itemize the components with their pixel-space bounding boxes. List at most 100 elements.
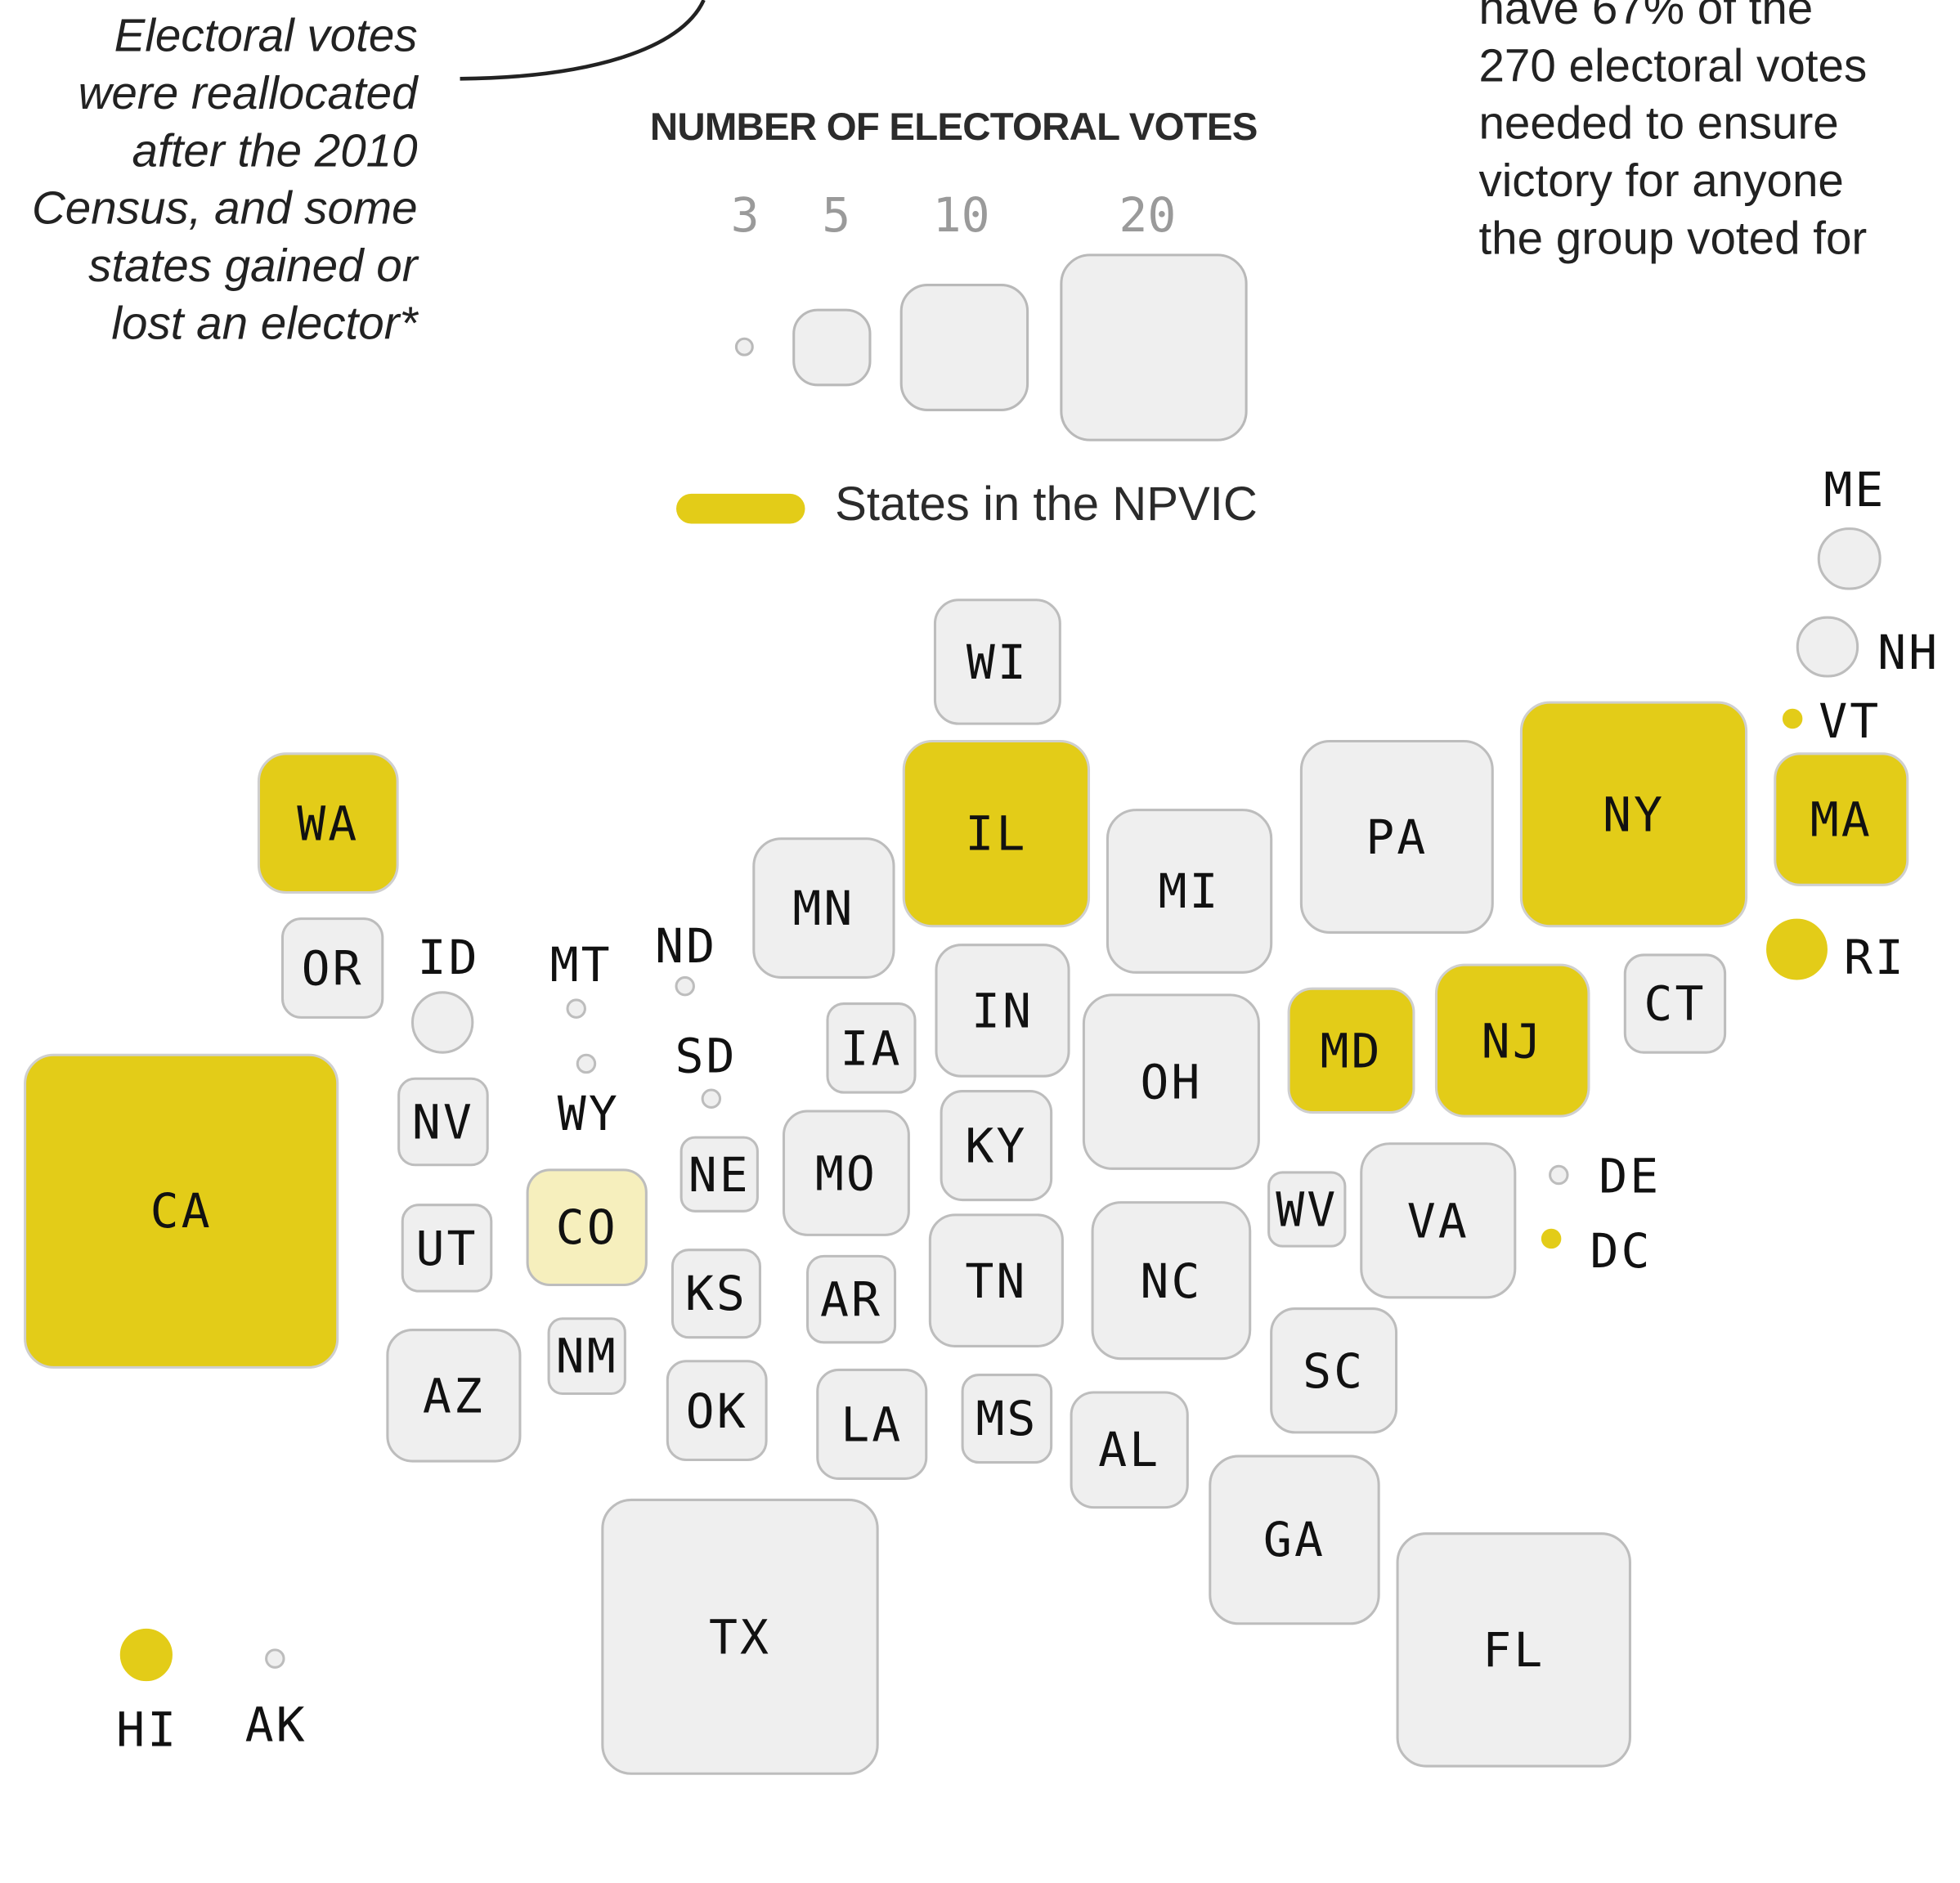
state-ga[interactable]: GA xyxy=(1209,1455,1380,1625)
state-id[interactable] xyxy=(410,991,474,1054)
left-note-line: Electoral votes xyxy=(114,10,418,61)
state-ny[interactable]: NY xyxy=(1519,701,1748,928)
state-ks[interactable]: KS xyxy=(671,1249,761,1339)
state-fl[interactable]: FL xyxy=(1396,1532,1631,1768)
state-dc[interactable] xyxy=(1541,1228,1562,1249)
left-note-line: lost an elector* xyxy=(111,297,418,349)
right-annotation: have 67% of the 270 electoral votes need… xyxy=(1478,0,1960,267)
state-label: SD xyxy=(675,1029,738,1084)
state-label: OH xyxy=(1140,1054,1203,1110)
state-co[interactable]: CO xyxy=(526,1168,648,1287)
state-ms[interactable]: MS xyxy=(961,1374,1053,1464)
state-ma[interactable]: MA xyxy=(1774,752,1909,886)
state-oh[interactable]: OH xyxy=(1082,993,1260,1170)
state-ri[interactable] xyxy=(1766,918,1828,980)
state-nd[interactable] xyxy=(675,975,695,997)
state-wa[interactable]: WA xyxy=(257,752,399,894)
state-label: WI xyxy=(966,634,1029,690)
state-hi[interactable] xyxy=(119,1628,173,1682)
state-ut[interactable]: UT xyxy=(401,1204,493,1293)
state-label: NJ xyxy=(1481,1013,1544,1069)
state-label: NC xyxy=(1140,1253,1203,1308)
state-label: CO xyxy=(555,1199,618,1255)
state-label: HI xyxy=(116,1702,179,1758)
size-legend-label: 3 xyxy=(730,187,760,243)
size-legend-label: 20 xyxy=(1119,187,1177,243)
state-nj[interactable]: NJ xyxy=(1434,963,1590,1118)
state-label: SC xyxy=(1303,1343,1366,1398)
state-label: VT xyxy=(1819,693,1882,749)
right-note-line: have 67% of the xyxy=(1478,0,1814,34)
state-label: TN xyxy=(965,1253,1028,1308)
state-label: DC xyxy=(1590,1223,1653,1279)
state-label: PA xyxy=(1366,809,1429,865)
left-note-line: Census, and some xyxy=(31,182,418,234)
state-vt[interactable] xyxy=(1782,708,1803,729)
size-legend-mark-10 xyxy=(899,284,1029,411)
state-label: WA xyxy=(297,796,360,851)
state-label: AK xyxy=(244,1697,307,1753)
state-tn[interactable]: TN xyxy=(928,1213,1064,1347)
state-md[interactable]: MD xyxy=(1287,987,1415,1114)
state-wy[interactable] xyxy=(576,1053,597,1074)
state-label: TX xyxy=(708,1609,772,1665)
state-me[interactable] xyxy=(1817,527,1882,590)
state-mo[interactable]: MO xyxy=(782,1110,910,1236)
state-label: AR xyxy=(819,1271,883,1327)
state-nc[interactable]: NC xyxy=(1091,1201,1252,1361)
state-al[interactable]: AL xyxy=(1070,1391,1189,1509)
state-az[interactable]: AZ xyxy=(386,1329,522,1463)
left-note-line: after the 2010 xyxy=(132,124,418,177)
state-label: UT xyxy=(415,1220,478,1276)
state-mn[interactable]: MN xyxy=(752,837,895,979)
state-label: OK xyxy=(685,1383,748,1438)
state-va[interactable]: VA xyxy=(1360,1142,1517,1299)
state-label: IN xyxy=(971,983,1034,1038)
state-label: NH xyxy=(1877,625,1940,680)
state-wi[interactable]: WI xyxy=(933,599,1061,725)
state-ca[interactable]: CA xyxy=(24,1053,339,1369)
state-nh[interactable] xyxy=(1796,616,1859,678)
state-label: NM xyxy=(555,1329,618,1384)
state-label: MS xyxy=(976,1391,1038,1446)
state-label: KY xyxy=(965,1118,1028,1173)
state-label: MI xyxy=(1158,863,1221,919)
size-legend-label: 5 xyxy=(822,187,851,243)
state-ct[interactable]: CT xyxy=(1623,953,1727,1054)
state-nm[interactable]: NM xyxy=(547,1317,626,1396)
state-label: AZ xyxy=(422,1368,485,1423)
npvic-legend-swatch xyxy=(676,493,805,524)
state-or[interactable]: OR xyxy=(280,917,384,1019)
state-in[interactable]: IN xyxy=(935,944,1070,1078)
state-mt[interactable] xyxy=(566,998,586,1019)
state-label: ID xyxy=(417,930,480,985)
state-de[interactable] xyxy=(1549,1164,1569,1186)
left-note-line: were reallocated xyxy=(78,67,418,119)
state-label: DE xyxy=(1599,1148,1662,1204)
state-ia[interactable]: IA xyxy=(826,1002,917,1094)
state-la[interactable]: LA xyxy=(816,1368,928,1480)
state-sc[interactable]: SC xyxy=(1270,1307,1398,1434)
state-sd[interactable] xyxy=(701,1088,722,1109)
state-nv[interactable]: NV xyxy=(397,1077,489,1167)
state-label: LA xyxy=(841,1397,904,1452)
state-label: WV xyxy=(1276,1181,1339,1237)
state-pa[interactable]: PA xyxy=(1299,739,1494,934)
annotation-leader-line xyxy=(460,0,706,81)
left-annotation: Electoral votes were reallocated after t… xyxy=(0,7,418,352)
state-ak[interactable] xyxy=(265,1648,285,1669)
state-ne[interactable]: NE xyxy=(679,1136,759,1213)
state-ky[interactable]: KY xyxy=(940,1090,1053,1202)
state-mi[interactable]: MI xyxy=(1106,809,1273,974)
state-label: MO xyxy=(814,1145,877,1201)
state-il[interactable]: IL xyxy=(902,739,1091,928)
size-legend-mark-5 xyxy=(792,308,872,387)
size-legend-mark-3 xyxy=(734,337,754,356)
state-wv[interactable]: WV xyxy=(1267,1171,1347,1248)
state-label: ME xyxy=(1823,462,1886,518)
state-tx[interactable]: TX xyxy=(601,1498,879,1775)
state-ar[interactable]: AR xyxy=(806,1254,897,1344)
state-ok[interactable]: OK xyxy=(666,1360,768,1462)
state-label: CT xyxy=(1644,975,1707,1032)
